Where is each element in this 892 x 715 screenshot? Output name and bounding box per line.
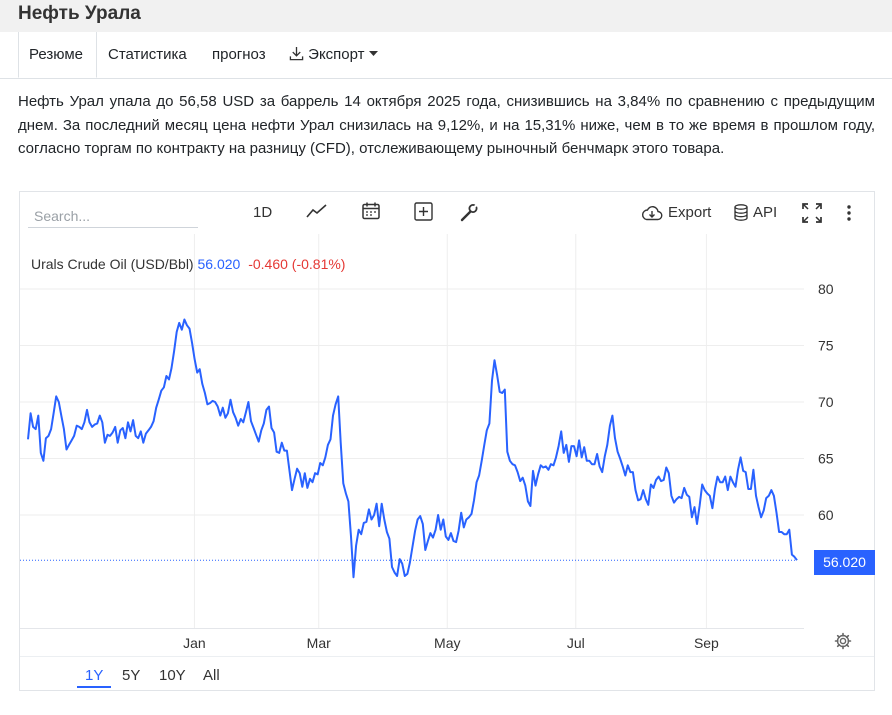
chart-legend: Urals Crude Oil (USD/Bbl) 56.020 -0.460 … xyxy=(31,256,345,272)
range-5y[interactable]: 5Y xyxy=(122,667,141,684)
y-tick-label: 70 xyxy=(818,394,834,410)
tab-bar: Резюме Статистика прогноз Экспорт xyxy=(0,32,892,79)
fullscreen-icon[interactable] xyxy=(802,203,822,223)
y-tick-label: 75 xyxy=(818,338,834,354)
summary-description: Нефть Урал упала до 56,58 USD за баррель… xyxy=(18,93,875,157)
gear-icon[interactable] xyxy=(834,632,852,655)
export-label: Export xyxy=(668,204,712,221)
title-bar: Нефть Урала xyxy=(0,0,892,32)
last-price-tag: 56.020 xyxy=(814,550,875,575)
export-button[interactable]: Export xyxy=(641,204,711,221)
series-line xyxy=(27,318,798,579)
x-tick-label: May xyxy=(434,635,460,651)
page-title: Нефть Урала xyxy=(18,3,141,24)
wrench-icon[interactable] xyxy=(460,203,479,222)
range-1y[interactable]: 1Y xyxy=(77,667,112,688)
y-tick-label: 80 xyxy=(818,281,834,297)
line-chart-icon[interactable] xyxy=(306,203,328,219)
plus-box-icon[interactable] xyxy=(414,202,433,221)
caret-down-icon xyxy=(368,51,378,56)
tab-forecast[interactable]: прогноз xyxy=(212,46,266,63)
chart-container: 1D Export API 60 65 70 75 80 Jan Mar May Jul Sep xyxy=(19,191,875,691)
database-icon xyxy=(734,204,748,221)
search-input[interactable] xyxy=(28,204,198,228)
x-tick-label: Mar xyxy=(307,635,331,651)
tab-statistics[interactable]: Статистика xyxy=(108,46,187,63)
tab-export-label: Экспорт xyxy=(308,46,365,63)
api-label: API xyxy=(753,204,778,221)
cloud-download-icon xyxy=(642,205,663,220)
legend-change: -0.460 (-0.81%) xyxy=(248,256,346,272)
interval-button[interactable]: 1D xyxy=(253,204,273,221)
api-button[interactable]: API xyxy=(734,204,777,221)
legend-last-value: 56.020 xyxy=(197,256,241,272)
y-tick-label: 60 xyxy=(818,507,834,523)
x-tick-label: Jul xyxy=(567,635,585,651)
tab-export[interactable]: Экспорт xyxy=(289,46,378,63)
tab-summary-label: Резюме xyxy=(29,46,83,63)
line-chart: 60 65 70 75 80 Jan Mar May Jul Sep xyxy=(20,234,834,651)
x-tick-label: Jan xyxy=(183,635,206,651)
download-icon xyxy=(289,46,304,61)
range-10y[interactable]: 10Y xyxy=(159,667,186,684)
more-vertical-icon[interactable] xyxy=(846,204,852,222)
legend-series-label: Urals Crude Oil (USD/Bbl) xyxy=(31,256,194,272)
y-tick-label: 65 xyxy=(818,451,834,467)
range-all[interactable]: All xyxy=(203,667,220,684)
chart-toolbar: 1D Export API xyxy=(20,192,874,234)
x-tick-label: Sep xyxy=(694,635,719,651)
range-selector: 1Y 5Y 10Y All xyxy=(20,656,874,691)
tab-summary[interactable]: Резюме xyxy=(18,32,97,78)
calendar-icon[interactable] xyxy=(361,201,381,221)
